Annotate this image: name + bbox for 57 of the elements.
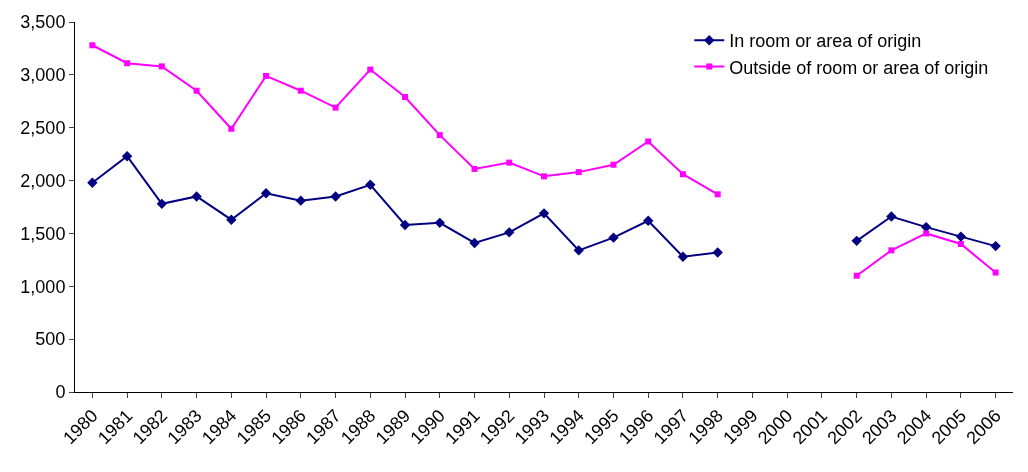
y-tick-label: 500	[35, 329, 66, 350]
point	[226, 214, 237, 225]
point	[399, 219, 411, 231]
y-tick-label: 2,500	[20, 118, 66, 139]
legend-label: In room or area of origin	[729, 31, 922, 52]
point	[469, 237, 480, 249]
point	[506, 159, 513, 166]
point	[402, 94, 409, 101]
point	[608, 232, 619, 243]
point	[228, 125, 235, 132]
legend-label: Outside of room or area of origin	[729, 57, 989, 78]
point	[853, 272, 860, 279]
point	[957, 241, 964, 247]
point	[260, 188, 272, 199]
point	[677, 251, 689, 262]
point	[504, 227, 515, 238]
point	[330, 191, 341, 202]
point	[332, 104, 339, 111]
point	[610, 161, 617, 168]
point	[193, 87, 200, 94]
point	[573, 245, 584, 256]
point	[679, 171, 686, 178]
point	[955, 231, 967, 242]
point	[538, 208, 550, 219]
point	[712, 247, 723, 258]
point	[434, 217, 445, 229]
point	[471, 165, 478, 172]
point	[367, 66, 374, 73]
point	[645, 138, 652, 145]
point	[888, 247, 895, 254]
point	[263, 72, 270, 79]
point	[923, 230, 930, 237]
point	[191, 191, 202, 202]
point	[990, 240, 1001, 252]
y-tick-label: 0	[55, 382, 66, 403]
point	[124, 60, 131, 67]
point	[158, 63, 165, 70]
y-tick-label: 1,500	[20, 223, 66, 244]
point	[575, 169, 582, 176]
y-tick-label: 1,000	[20, 276, 66, 297]
y-tick-label: 3,000	[20, 65, 66, 86]
point	[436, 132, 443, 139]
point	[365, 179, 376, 190]
point	[851, 235, 862, 247]
point	[295, 195, 307, 206]
y-tick-label: 2,000	[20, 170, 66, 191]
point	[87, 177, 98, 188]
y-tick-label: 3,500	[20, 12, 66, 33]
point	[714, 191, 721, 198]
point	[89, 42, 96, 49]
point	[541, 173, 547, 180]
point	[297, 87, 304, 94]
point	[121, 151, 133, 162]
point	[156, 198, 168, 210]
point	[643, 215, 654, 226]
point	[886, 211, 897, 222]
point	[992, 269, 999, 276]
